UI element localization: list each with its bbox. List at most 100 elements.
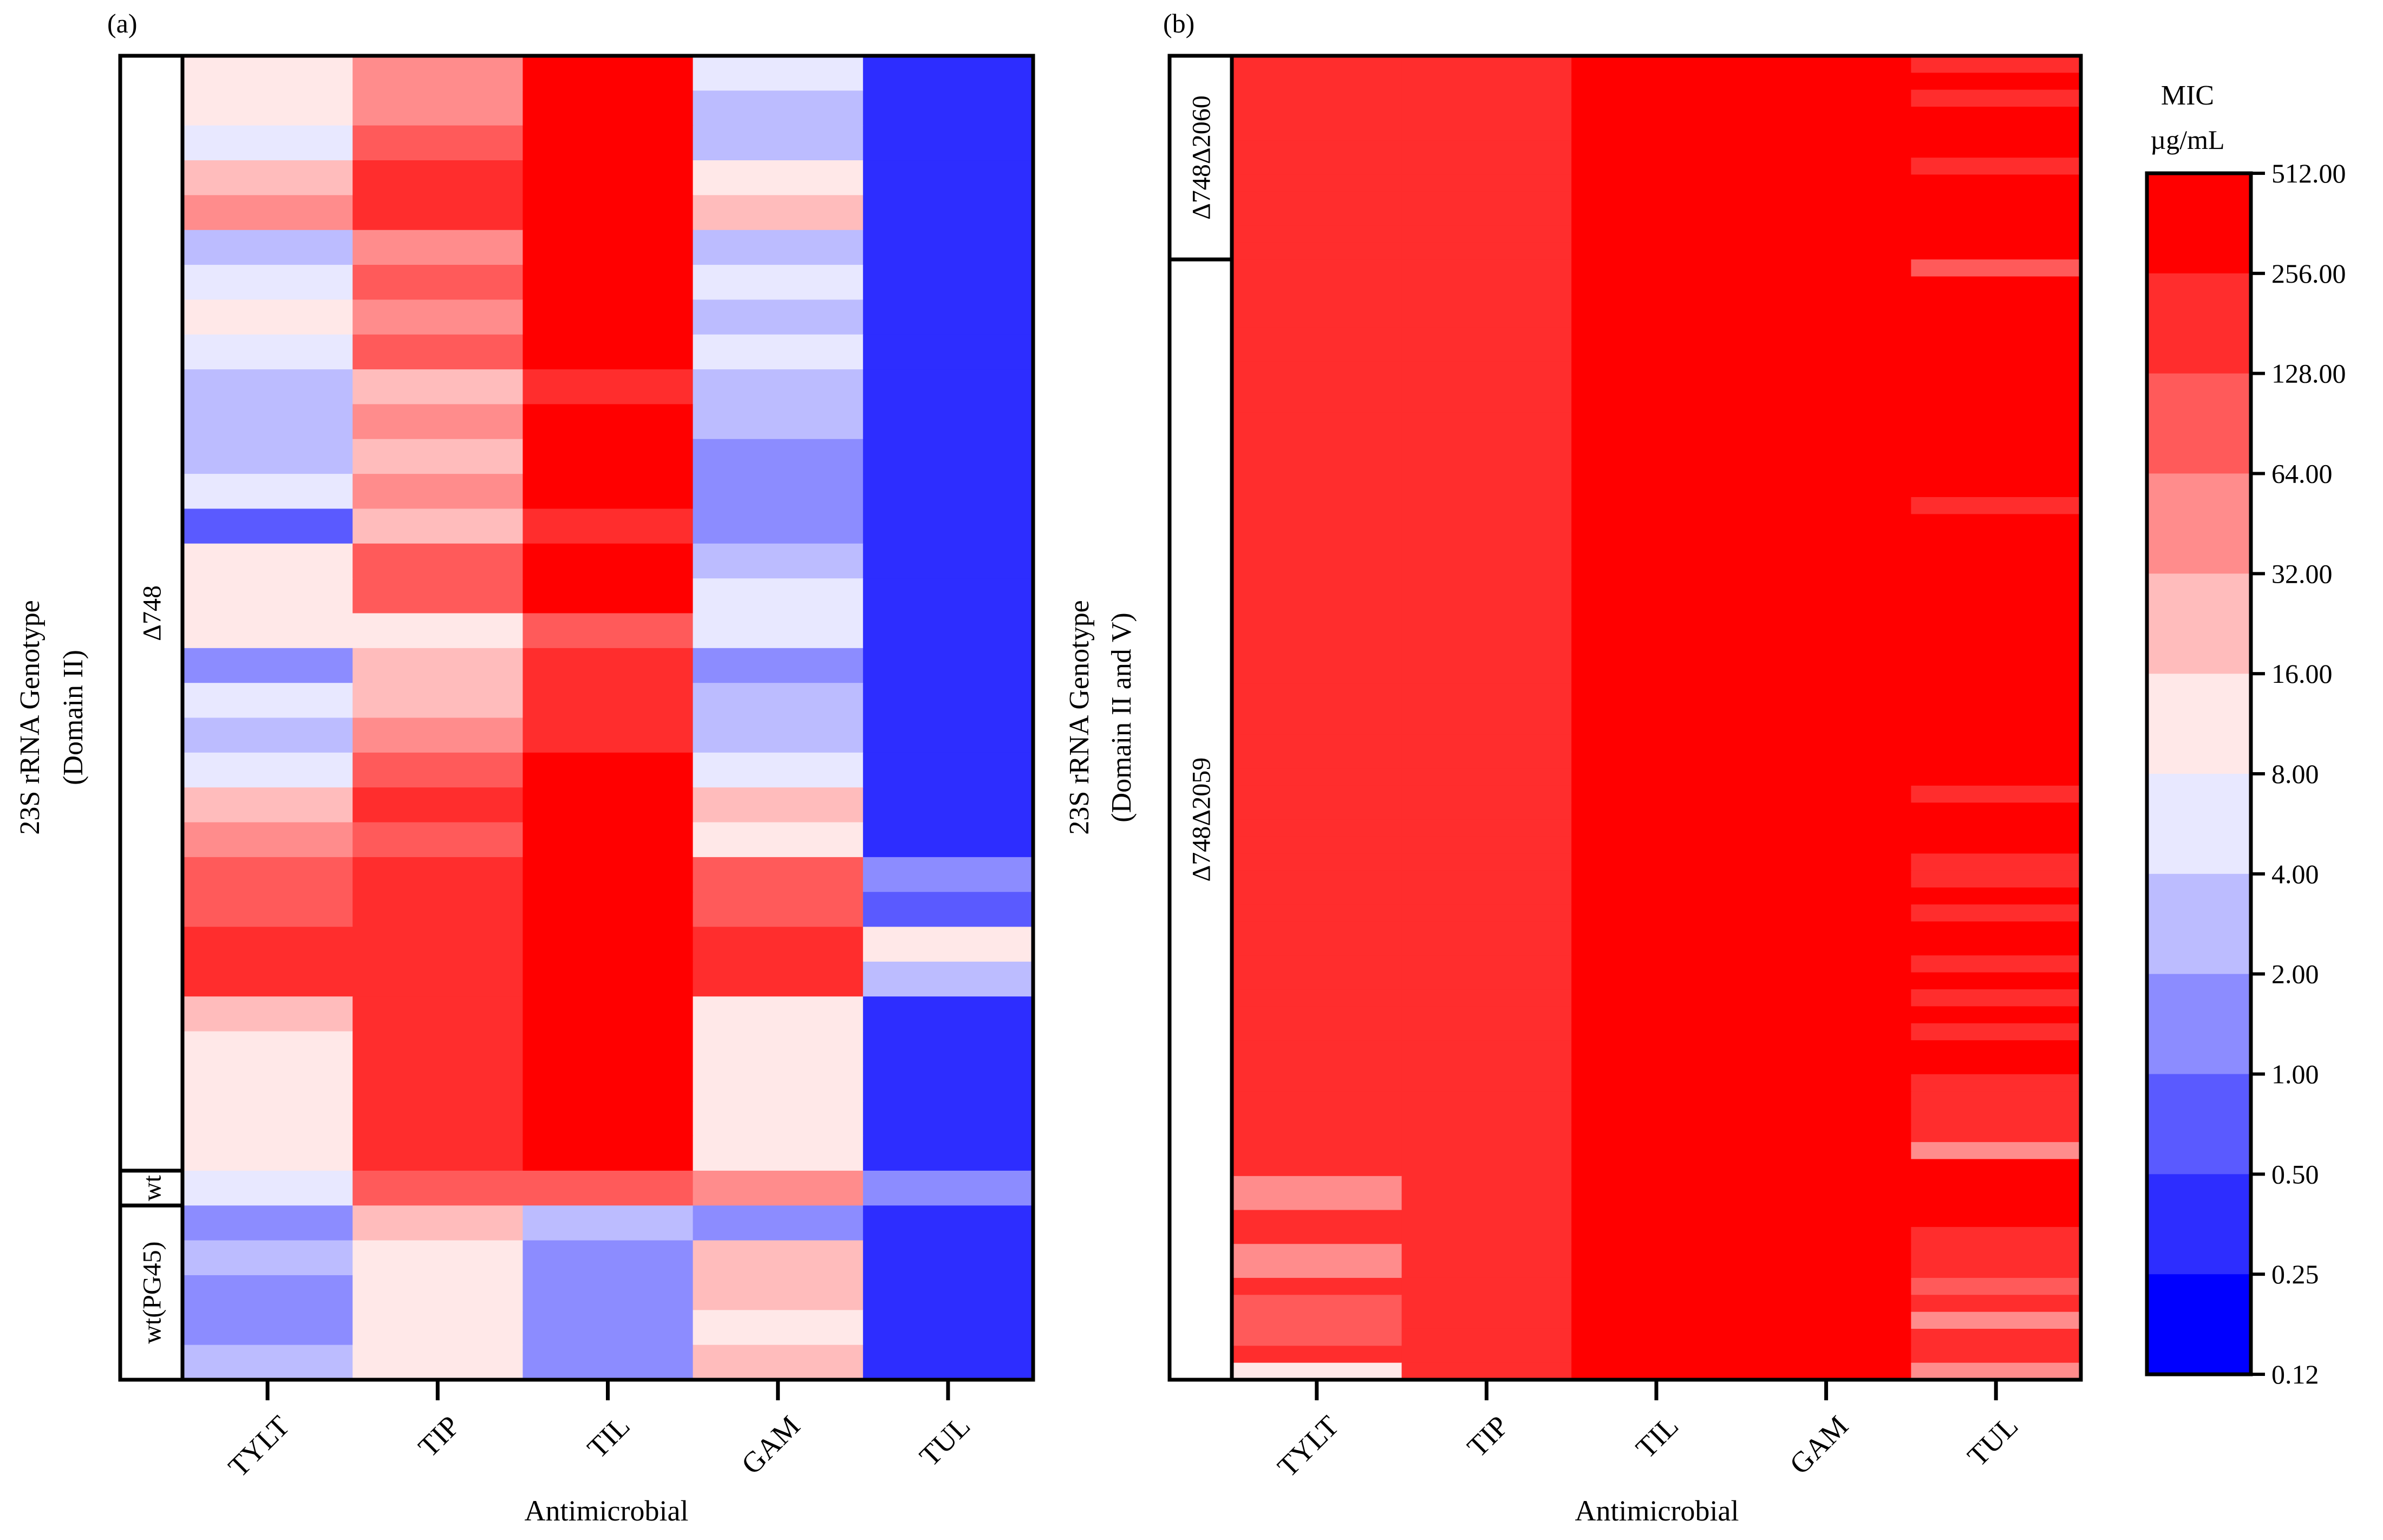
panel-a-cell <box>523 1031 694 1067</box>
panel-a-cell <box>523 1205 694 1241</box>
panel-a-cell <box>182 787 353 823</box>
panel-a-cell <box>182 56 353 92</box>
panel-b-cell <box>1741 616 1912 634</box>
panel-a-cell <box>693 1101 864 1137</box>
panel-b-cell <box>1571 565 1742 583</box>
panel-b-cell <box>1571 276 1742 294</box>
panel-a-cell <box>182 892 353 928</box>
panel-a-group-label: Δ748 <box>138 585 167 641</box>
panel-a-cell <box>352 474 524 510</box>
panel-a-cell <box>693 334 864 370</box>
panel-b-cell <box>1571 1277 1742 1296</box>
panel-b-cell <box>1911 514 2081 532</box>
panel-a-cell <box>863 404 1034 440</box>
panel-b-cell <box>1911 446 2081 464</box>
panel-a-cell <box>523 439 694 474</box>
panel-b-cell <box>1401 1091 1572 1109</box>
panel-b-cell <box>1571 1074 1742 1092</box>
panel-a-cell <box>352 961 524 997</box>
panel-a-cell <box>863 683 1034 719</box>
panel-a-cell <box>523 752 694 788</box>
panel-a-cell <box>693 1310 864 1346</box>
panel-a-cell <box>693 892 864 928</box>
panel-b-cell <box>1741 480 1912 498</box>
panel-b-cell <box>1911 887 2081 905</box>
panel-b-cell <box>1571 819 1742 837</box>
panel-a-cell <box>182 230 353 265</box>
panel-a-cell <box>693 1031 864 1067</box>
panel-b-cell <box>1741 1210 1912 1228</box>
panel-b-cell <box>1911 565 2081 583</box>
panel-b-cell <box>1741 412 1912 430</box>
panel-b-cell <box>1911 463 2081 481</box>
panel-b-cell <box>1911 310 2081 328</box>
panel-a-cell <box>863 578 1034 614</box>
panel-b-cell <box>1232 497 1402 515</box>
panel-b-x-axis: TYLT TIP TIL GAM TUL <box>1271 1380 2025 1483</box>
panel-b-cell <box>1571 1159 1742 1177</box>
panel-b-x-tick-label: TUL <box>1961 1410 2025 1473</box>
panel-b-cell <box>1401 853 1572 871</box>
panel-b-cell <box>1232 921 1402 939</box>
panel-b-cell <box>1232 955 1402 973</box>
panel-b-cell <box>1911 1311 2081 1329</box>
panel-b-cell <box>1232 632 1402 650</box>
panel-b-cell <box>1401 734 1572 752</box>
panel-a-cell <box>523 857 694 893</box>
panel-b-cell <box>1911 836 2081 854</box>
panel-b-cell <box>1911 853 2081 871</box>
panel-b-cell <box>1741 1159 1912 1177</box>
panel-a-cell <box>352 1275 524 1311</box>
panel-b-cell <box>1911 1193 2081 1211</box>
panel-b-cell <box>1571 429 1742 447</box>
panel-b-cell <box>1571 1346 1742 1363</box>
panel-b-cell <box>1232 667 1402 684</box>
panel-a-cell <box>863 1310 1034 1346</box>
colorbar-band <box>2147 373 2251 474</box>
panel-b-cell <box>1232 887 1402 905</box>
panel-b-cell <box>1571 344 1742 362</box>
panel-a-cell <box>863 857 1034 893</box>
panel-b-cell <box>1401 242 1572 260</box>
panel-a-cell <box>352 1345 524 1380</box>
panel-b-cell <box>1741 1074 1912 1092</box>
panel-b-cell <box>1571 412 1742 430</box>
panel-a-cell <box>863 265 1034 301</box>
panel-a-cell <box>693 299 864 335</box>
panel-b-cell <box>1401 1006 1572 1024</box>
panel-a-cell <box>693 160 864 196</box>
panel-b-cell <box>1232 1295 1402 1313</box>
panel-b-cell <box>1232 429 1402 447</box>
panel-b-cell <box>1232 1362 1402 1380</box>
panel-a-cell <box>352 1205 524 1241</box>
panel-b-cell <box>1232 1261 1402 1278</box>
panel-a-y-axis-label: 23S rRNA Genotype <box>15 600 45 834</box>
panel-b-cell <box>1911 412 2081 430</box>
panel-b-cell <box>1232 107 1402 125</box>
panel-b-cell <box>1741 887 1912 905</box>
panel-b-cell <box>1232 1125 1402 1143</box>
colorbar-tick-label: 1.00 <box>2271 1059 2319 1089</box>
panel-b-cell <box>1741 378 1912 396</box>
panel-b-y-axis-label: 23S rRNA Genotype <box>1064 600 1095 834</box>
panel-b-cell <box>1911 1210 2081 1228</box>
panel-b-cell <box>1911 1277 2081 1296</box>
panel-a-cell <box>182 578 353 614</box>
panel-b-cell <box>1571 497 1742 515</box>
panel-a-cell <box>352 160 524 196</box>
panel-b-cells <box>1232 56 2081 1380</box>
panel-b-x-tick-label: TYLT <box>1271 1410 1345 1483</box>
panel-a-cell <box>182 1031 353 1067</box>
panel-b-cell <box>1232 1328 1402 1347</box>
panel-b-cell <box>1401 717 1572 735</box>
panel-a-cell <box>863 926 1034 962</box>
panel-b-cell <box>1401 667 1572 684</box>
panel-a-cell <box>182 1170 353 1206</box>
panel-a-cell <box>523 648 694 683</box>
panel-b-cell <box>1401 497 1572 515</box>
panel-b-cell <box>1571 1057 1742 1075</box>
panel-b-cell <box>1911 327 2081 345</box>
panel-a-cell <box>693 369 864 405</box>
panel-b-cell <box>1911 123 2081 141</box>
